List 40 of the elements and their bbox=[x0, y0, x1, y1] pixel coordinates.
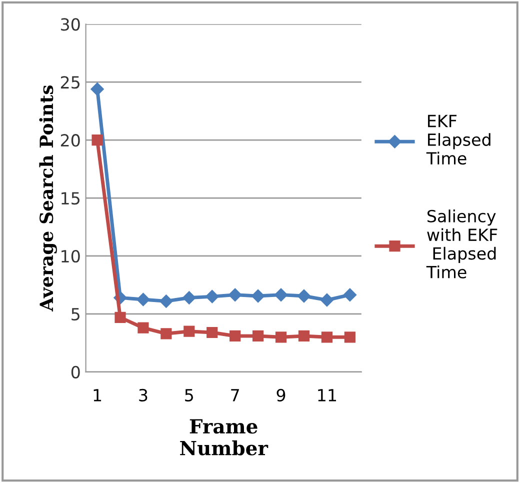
point bbox=[206, 290, 219, 304]
point bbox=[321, 332, 333, 343]
legend-label: EKF Elapsed Time bbox=[426, 114, 490, 165]
legend-label: Saliency with EKF Elapsed Time bbox=[426, 210, 498, 278]
point bbox=[298, 330, 310, 342]
point bbox=[114, 312, 126, 323]
point bbox=[251, 289, 265, 303]
y-tick-label: 0 bbox=[71, 366, 80, 378]
y-tick-label: 5 bbox=[72, 308, 80, 321]
point bbox=[230, 330, 241, 342]
y-axis-title: Average Search Points bbox=[39, 85, 57, 312]
point bbox=[274, 288, 288, 302]
point bbox=[138, 322, 149, 334]
point bbox=[182, 291, 196, 304]
y-tick-label: 30 bbox=[61, 18, 80, 31]
point bbox=[136, 292, 150, 306]
x-axis-title: Frame Number bbox=[180, 419, 268, 456]
point bbox=[90, 82, 104, 96]
point bbox=[297, 289, 311, 303]
x-tick-label: 5 bbox=[185, 389, 193, 402]
point bbox=[343, 288, 357, 302]
y-tick-label: 15 bbox=[62, 192, 80, 205]
x-tick-label: 3 bbox=[139, 388, 148, 402]
point bbox=[160, 328, 172, 340]
x-tick-label: 7 bbox=[231, 389, 239, 402]
point bbox=[92, 134, 103, 146]
y-tick-label: 20 bbox=[60, 134, 80, 147]
x-tick-label: 1 bbox=[94, 389, 102, 402]
y-tick-label: 25 bbox=[60, 76, 80, 89]
point bbox=[184, 326, 195, 337]
point bbox=[320, 293, 334, 307]
point bbox=[228, 288, 242, 302]
point bbox=[160, 294, 173, 308]
y-tick-label: 10 bbox=[62, 250, 80, 263]
point bbox=[275, 332, 287, 343]
point bbox=[206, 326, 218, 338]
point bbox=[252, 330, 264, 342]
point bbox=[344, 332, 356, 343]
x-tick-label: 9 bbox=[276, 388, 286, 402]
x-tick-label: 11 bbox=[318, 389, 336, 402]
